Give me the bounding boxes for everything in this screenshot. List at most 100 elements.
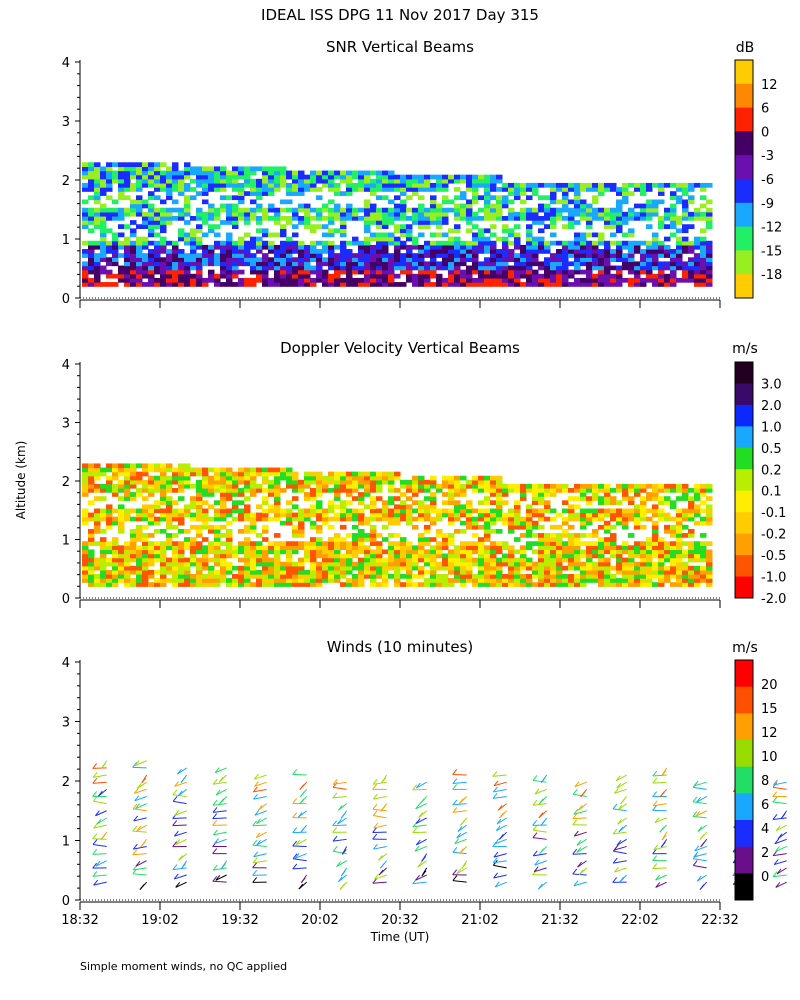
data-cell — [442, 475, 449, 481]
data-cell — [538, 492, 545, 497]
data-cell — [160, 508, 167, 514]
data-cell — [208, 475, 215, 481]
data-cell — [382, 565, 389, 571]
data-cell — [142, 162, 149, 168]
data-cell — [562, 273, 569, 279]
data-cell — [610, 537, 617, 542]
wind-barb-flag — [612, 803, 618, 810]
data-cell — [682, 182, 689, 188]
wind-barb-flag — [532, 832, 538, 838]
data-cell — [118, 232, 125, 238]
data-cell — [232, 244, 239, 250]
wind-barb-flag — [574, 781, 580, 788]
data-cell — [358, 244, 365, 250]
data-cell — [82, 215, 89, 221]
wind-barb-flag — [214, 838, 219, 844]
data-cell — [388, 561, 395, 567]
wind-barb-flag — [252, 870, 258, 876]
data-cell — [526, 215, 533, 221]
data-cell — [106, 215, 113, 221]
data-cell — [154, 178, 161, 184]
data-cell — [256, 220, 263, 225]
data-cell — [394, 582, 401, 587]
data-cell — [574, 187, 581, 192]
data-cell — [88, 549, 95, 555]
wind-barb-flag — [454, 838, 460, 844]
data-cell — [412, 253, 419, 258]
wind-barb-flag — [135, 803, 140, 810]
data-cell — [508, 508, 515, 514]
data-cell — [532, 565, 539, 571]
data-cell — [88, 211, 95, 217]
colorbar-label: 6 — [761, 102, 769, 117]
data-cell — [172, 561, 179, 567]
data-cell — [652, 504, 659, 510]
data-cell — [100, 191, 107, 196]
data-cell — [550, 565, 557, 571]
data-cell — [286, 561, 293, 567]
data-cell — [430, 182, 437, 188]
data-cell — [316, 541, 323, 546]
data-cell — [214, 170, 221, 176]
data-cell — [508, 565, 515, 571]
data-cell — [202, 253, 209, 258]
data-cell — [418, 483, 425, 489]
data-cell — [226, 496, 233, 501]
wind-barb — [336, 860, 347, 868]
data-cell — [142, 578, 149, 583]
data-cell — [454, 240, 461, 246]
data-cell — [634, 273, 641, 279]
data-cell — [262, 244, 269, 250]
data-cell — [568, 261, 575, 267]
data-cell — [484, 191, 491, 196]
data-cell — [412, 236, 419, 242]
wind-barb — [254, 810, 267, 816]
data-cell — [568, 488, 575, 493]
data-cell — [106, 483, 113, 489]
data-cell — [520, 520, 527, 526]
data-cell — [526, 574, 533, 579]
data-cell — [106, 467, 113, 473]
data-cell — [484, 483, 491, 489]
data-cell — [166, 500, 173, 505]
wind-barb — [213, 831, 227, 836]
data-cell — [136, 574, 143, 579]
data-cell — [526, 236, 533, 242]
data-cell — [496, 475, 503, 481]
data-cell — [472, 182, 479, 188]
data-cell — [490, 520, 497, 526]
data-cell — [100, 578, 107, 583]
data-cell — [676, 582, 683, 587]
data-cell — [286, 170, 293, 176]
data-cell — [346, 541, 353, 546]
data-cell — [526, 520, 533, 526]
data-cell — [244, 553, 251, 559]
data-cell — [112, 574, 119, 579]
data-cell — [520, 553, 527, 559]
data-cell — [346, 533, 353, 538]
data-cell — [322, 516, 329, 522]
data-cell — [124, 187, 131, 192]
data-cell — [304, 492, 311, 497]
data-cell — [658, 565, 665, 571]
data-cell — [400, 537, 407, 542]
data-cell — [178, 483, 185, 489]
data-cell — [646, 545, 653, 551]
data-cell — [646, 496, 653, 501]
data-cell — [652, 265, 659, 271]
data-cell — [706, 516, 713, 522]
data-cell — [652, 182, 659, 188]
wind-barb-flag — [252, 857, 258, 864]
data-cell — [370, 488, 377, 493]
data-cell — [160, 557, 167, 563]
data-cell — [664, 524, 671, 530]
wind-barb-flag — [577, 805, 583, 811]
data-cell — [376, 545, 383, 551]
data-cell — [454, 244, 461, 250]
data-cell — [268, 257, 275, 263]
data-cell — [226, 479, 233, 485]
data-cell — [424, 508, 431, 514]
data-cell — [598, 211, 605, 217]
data-cell — [406, 228, 413, 234]
wind-barb-flag — [254, 809, 260, 816]
